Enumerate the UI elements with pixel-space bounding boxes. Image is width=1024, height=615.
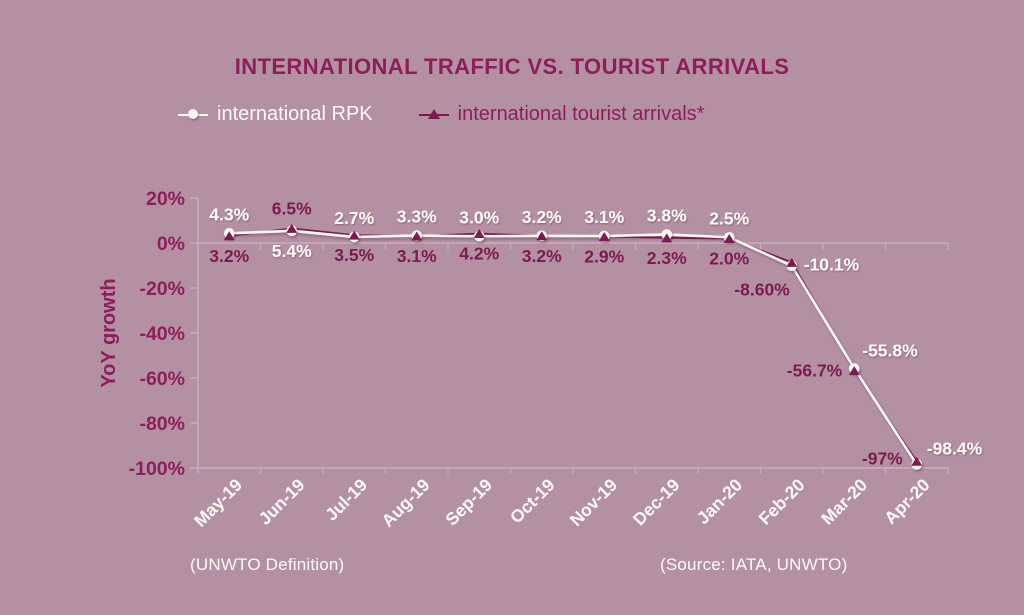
rpk-data-label: 3.1% xyxy=(584,207,624,227)
x-tick-label: Jul-19 xyxy=(321,474,371,524)
x-tick-label: Dec-19 xyxy=(629,475,684,530)
rpk-legend-marker-icon xyxy=(178,108,208,121)
arrivals-legend-marker-icon xyxy=(418,108,449,121)
rpk-data-label: -55.8% xyxy=(862,341,918,361)
legend-label-rpk: international RPK xyxy=(217,103,373,125)
y-tick-label: -80% xyxy=(139,413,185,435)
y-tick-label: -40% xyxy=(139,323,185,345)
footnote-definition: (UNWTO Definition) xyxy=(190,555,345,574)
arrivals-marker xyxy=(848,366,860,376)
arrivals-data-label: 2.3% xyxy=(647,248,687,268)
legend-label-arrivals: international tourist arrivals* xyxy=(457,103,705,125)
rpk-data-label: 3.2% xyxy=(522,207,562,227)
x-tick-label: Mar-20 xyxy=(817,475,871,529)
legend-item-rpk: international RPK xyxy=(178,103,373,126)
rpk-data-label: 3.0% xyxy=(459,207,499,227)
rpk-data-label: 3.3% xyxy=(397,207,437,227)
arrivals-data-label: 4.2% xyxy=(459,244,499,264)
arrivals-marker xyxy=(223,231,235,241)
rpk-data-label: 4.3% xyxy=(209,204,249,224)
arrivals-marker xyxy=(473,229,485,239)
x-tick-label: Nov-19 xyxy=(566,475,622,531)
triangle-marker-icon xyxy=(427,109,440,119)
arrivals-marker xyxy=(911,456,923,466)
arrivals-marker xyxy=(348,230,360,240)
arrivals-data-label: -56.7% xyxy=(787,361,843,381)
arrivals-data-label: -8.60% xyxy=(734,279,790,299)
rpk-series-line xyxy=(229,229,918,466)
arrivals-data-label: 3.1% xyxy=(397,246,437,266)
y-tick-label: -20% xyxy=(139,278,185,300)
circle-marker-icon xyxy=(188,109,198,119)
rpk-data-label: -98.4% xyxy=(927,438,983,458)
arrivals-marker xyxy=(286,223,298,233)
rpk-data-label: -10.1% xyxy=(804,255,860,275)
rpk-data-label: 2.5% xyxy=(709,208,749,228)
x-tick-label: May-19 xyxy=(190,475,246,531)
rpk-data-label: 5.4% xyxy=(272,241,312,261)
arrivals-data-label: 6.5% xyxy=(272,198,312,218)
arrivals-data-label: 3.2% xyxy=(522,246,562,266)
legend: international RPK international tourist … xyxy=(178,103,704,126)
rpk-data-label: 3.8% xyxy=(647,205,687,225)
y-tick-label: -60% xyxy=(139,368,185,390)
arrivals-marker xyxy=(411,231,423,241)
footnote-source: (Source: IATA, UNWTO) xyxy=(660,555,848,574)
x-tick-label: Apr-20 xyxy=(880,475,934,529)
x-tick-label: Jun-19 xyxy=(255,474,309,528)
arrivals-data-label: 2.9% xyxy=(584,246,624,266)
y-axis-title: YoY growth xyxy=(98,278,120,387)
y-tick-label: -100% xyxy=(129,458,185,480)
arrivals-marker xyxy=(723,234,735,243)
rpk-data-label: 2.7% xyxy=(334,208,374,228)
x-tick-label: Aug-19 xyxy=(377,474,433,530)
arrivals-marker xyxy=(786,257,798,267)
y-tick-label: 20% xyxy=(146,188,185,210)
arrivals-marker xyxy=(661,233,673,243)
page-title: INTERNATIONAL TRAFFIC VS. TOURIST ARRIVA… xyxy=(234,54,790,79)
arrivals-marker xyxy=(598,231,610,241)
x-tick-label: Jan-20 xyxy=(693,475,747,529)
arrivals-data-label: -97% xyxy=(862,448,903,468)
legend-item-arrivals: international tourist arrivals* xyxy=(418,103,705,126)
arrivals-marker xyxy=(536,231,548,241)
arrivals-data-label: 2.0% xyxy=(709,249,749,269)
x-tick-label: Sep-19 xyxy=(441,474,496,529)
arrivals-data-label: 3.2% xyxy=(209,246,249,266)
x-tick-label: Oct-19 xyxy=(506,474,559,527)
y-tick-label: 0% xyxy=(157,233,185,255)
arrivals-data-label: 3.5% xyxy=(334,245,374,265)
x-tick-label: Feb-20 xyxy=(755,474,809,528)
